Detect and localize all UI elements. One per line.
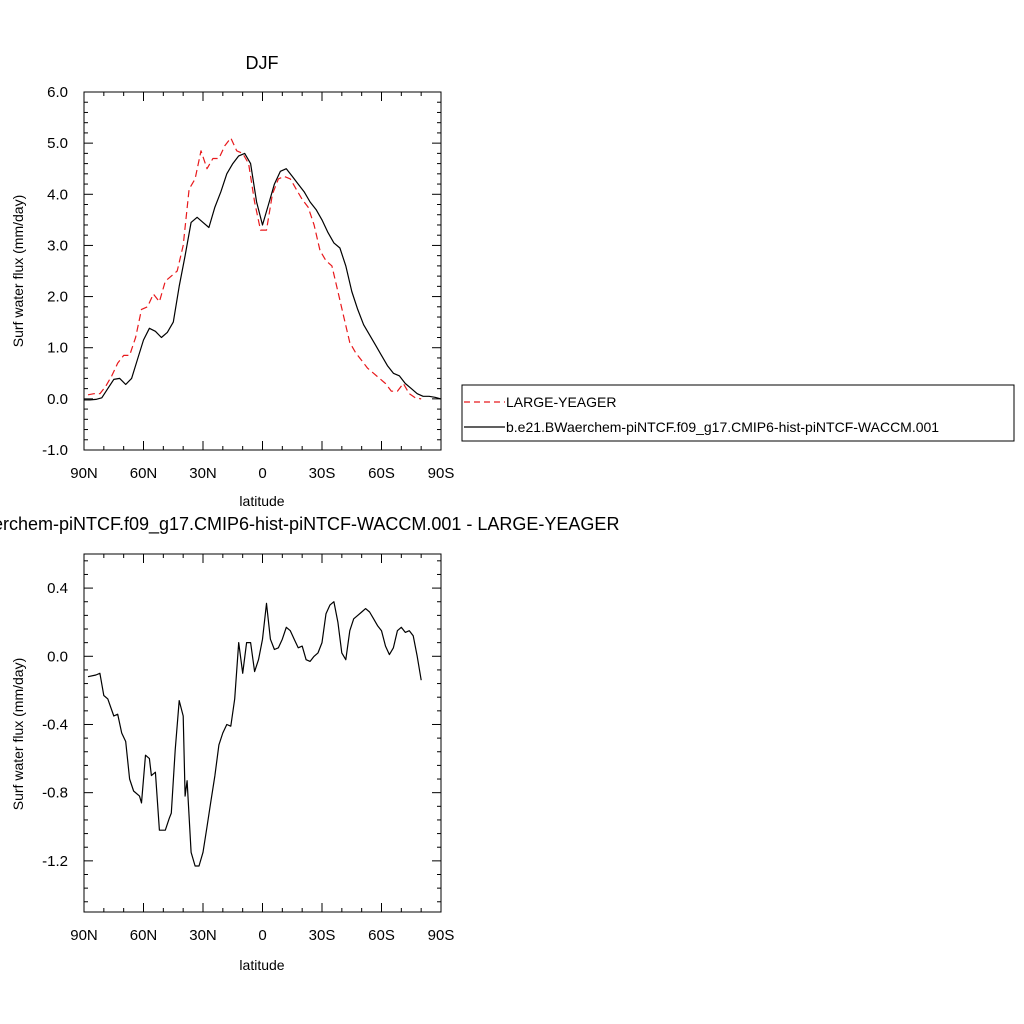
top-chart-y-tick-label: 4.0	[47, 186, 68, 203]
top-chart-x-tick-label: 0	[258, 465, 266, 482]
top-chart-x-tick-label: 30S	[309, 465, 336, 482]
top-chart-x-tick-label: 90S	[428, 465, 455, 482]
top-chart-y-tick-label: 0.0	[47, 391, 68, 408]
legend-box	[461, 384, 1015, 442]
top-chart-x-tick-label: 60S	[368, 465, 395, 482]
bottom-chart-y-tick-label: 0.4	[47, 580, 68, 597]
bottom-chart-y-tick-label: -0.8	[42, 785, 68, 802]
bottom-chart-x-tick-label: 30S	[309, 927, 336, 944]
top-chart-y-tick-label: 6.0	[47, 84, 68, 101]
top-chart-y-tick-label: 2.0	[47, 289, 68, 306]
bottom-chart-x-tick-label: 0	[258, 927, 266, 944]
bottom-chart: b.e21.BWaerchem-piNTCF.f09_g17.CMIP6-his…	[0, 514, 619, 973]
legend-label-large-yeager: LARGE-YEAGER	[506, 394, 616, 410]
bottom-chart-series-0-line	[87, 601, 422, 867]
bottom-chart-x-tick-label: 90S	[428, 927, 455, 944]
bottom-chart-y-tick-label: -0.4	[42, 716, 68, 733]
bottom-chart-plot-frame	[83, 553, 442, 913]
bottom-chart-y-tick-label: -1.2	[42, 853, 68, 870]
bottom-chart-x-tick-label: 90N	[70, 927, 98, 944]
top-chart-x-axis-label: latitude	[239, 493, 284, 509]
top-chart-y-tick-label: 5.0	[47, 135, 68, 152]
bottom-chart-y-tick-label: 0.0	[47, 648, 68, 665]
legend-label-waccm: b.e21.BWaerchem-piNTCF.f09_g17.CMIP6-his…	[506, 419, 939, 435]
top-chart-legend: LARGE-YEAGER b.e21.BWaerchem-piNTCF.f09_…	[461, 384, 1015, 442]
top-chart-y-tick-label: 1.0	[47, 340, 68, 357]
top-chart-x-tick-label: 30N	[189, 465, 217, 482]
bottom-chart-y-axis-label: Surf water flux (mm/day)	[10, 658, 26, 810]
top-chart-y-tick-label: 3.0	[47, 237, 68, 254]
top-chart-plot-frame	[83, 91, 442, 451]
top-chart-y-axis-label: Surf water flux (mm/day)	[10, 195, 26, 347]
top-chart-x-tick-label: 60N	[130, 465, 158, 482]
top-chart-series-1-line	[84, 152, 442, 401]
top-chart: DJF Surf water flux (mm/day) latitude 90…	[10, 53, 454, 509]
bottom-chart-title: b.e21.BWaerchem-piNTCF.f09_g17.CMIP6-his…	[0, 514, 619, 535]
top-chart-title: DJF	[246, 53, 279, 73]
top-chart-series-0-line	[87, 137, 422, 400]
bottom-chart-x-tick-label: 60N	[130, 927, 158, 944]
bottom-chart-x-tick-label: 30N	[189, 927, 217, 944]
bottom-chart-x-tick-label: 60S	[368, 927, 395, 944]
top-chart-x-tick-label: 90N	[70, 465, 98, 482]
top-chart-y-tick-label: -1.0	[42, 442, 68, 459]
bottom-chart-x-axis-label: latitude	[239, 957, 284, 973]
